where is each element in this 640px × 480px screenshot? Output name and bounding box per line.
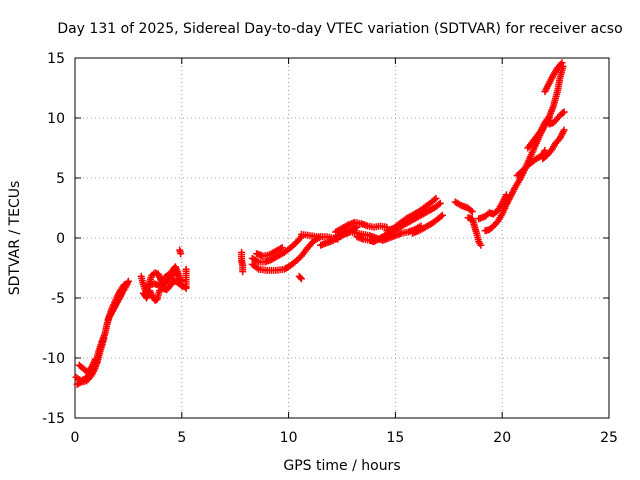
y-axis-label: SDTVAR / TECUs bbox=[7, 181, 23, 296]
data-point bbox=[438, 211, 446, 219]
data-point bbox=[560, 108, 568, 116]
data-point bbox=[177, 250, 185, 258]
data-point bbox=[297, 275, 305, 283]
y-tick-label: -15 bbox=[42, 411, 65, 427]
data-point bbox=[182, 284, 190, 292]
data-point bbox=[278, 244, 286, 252]
data-point bbox=[436, 199, 444, 207]
data-point bbox=[468, 208, 476, 216]
data-point bbox=[296, 274, 304, 282]
data-point bbox=[477, 241, 485, 249]
data-points bbox=[72, 59, 568, 388]
data-point bbox=[558, 59, 566, 67]
data-point bbox=[431, 196, 439, 204]
data-point bbox=[435, 200, 443, 208]
data-point bbox=[124, 277, 132, 285]
data-point bbox=[437, 212, 445, 220]
y-tick-label: -5 bbox=[51, 291, 65, 307]
data-point bbox=[120, 281, 128, 289]
data-point bbox=[560, 126, 568, 134]
data-point bbox=[175, 271, 183, 279]
x-axis-label: GPS time / hours bbox=[283, 458, 400, 474]
x-tick-label: 20 bbox=[493, 430, 511, 446]
y-tick-label: 10 bbox=[47, 111, 65, 127]
x-tick-label: 5 bbox=[177, 430, 186, 446]
y-tick-label: 15 bbox=[47, 51, 65, 67]
data-point bbox=[432, 194, 440, 202]
data-point bbox=[467, 206, 475, 214]
data-point bbox=[76, 379, 84, 387]
x-tick-label: 15 bbox=[386, 430, 404, 446]
data-point bbox=[91, 355, 99, 363]
y-tick-label: 0 bbox=[56, 231, 65, 247]
chart-title: Day 131 of 2025, Sidereal Day-to-day VTE… bbox=[57, 21, 622, 37]
x-tick-label: 25 bbox=[600, 430, 618, 446]
x-tick-label: 0 bbox=[71, 430, 80, 446]
data-point bbox=[239, 268, 247, 276]
axis-ticks: 0 5 10 15 20 25 -15 -10 -5 0 5 10 15 bbox=[42, 51, 618, 446]
x-tick-label: 10 bbox=[280, 430, 298, 446]
y-tick-label: -10 bbox=[42, 351, 65, 367]
y-tick-label: 5 bbox=[56, 171, 65, 187]
data-point bbox=[100, 335, 108, 343]
data-point bbox=[541, 146, 549, 154]
